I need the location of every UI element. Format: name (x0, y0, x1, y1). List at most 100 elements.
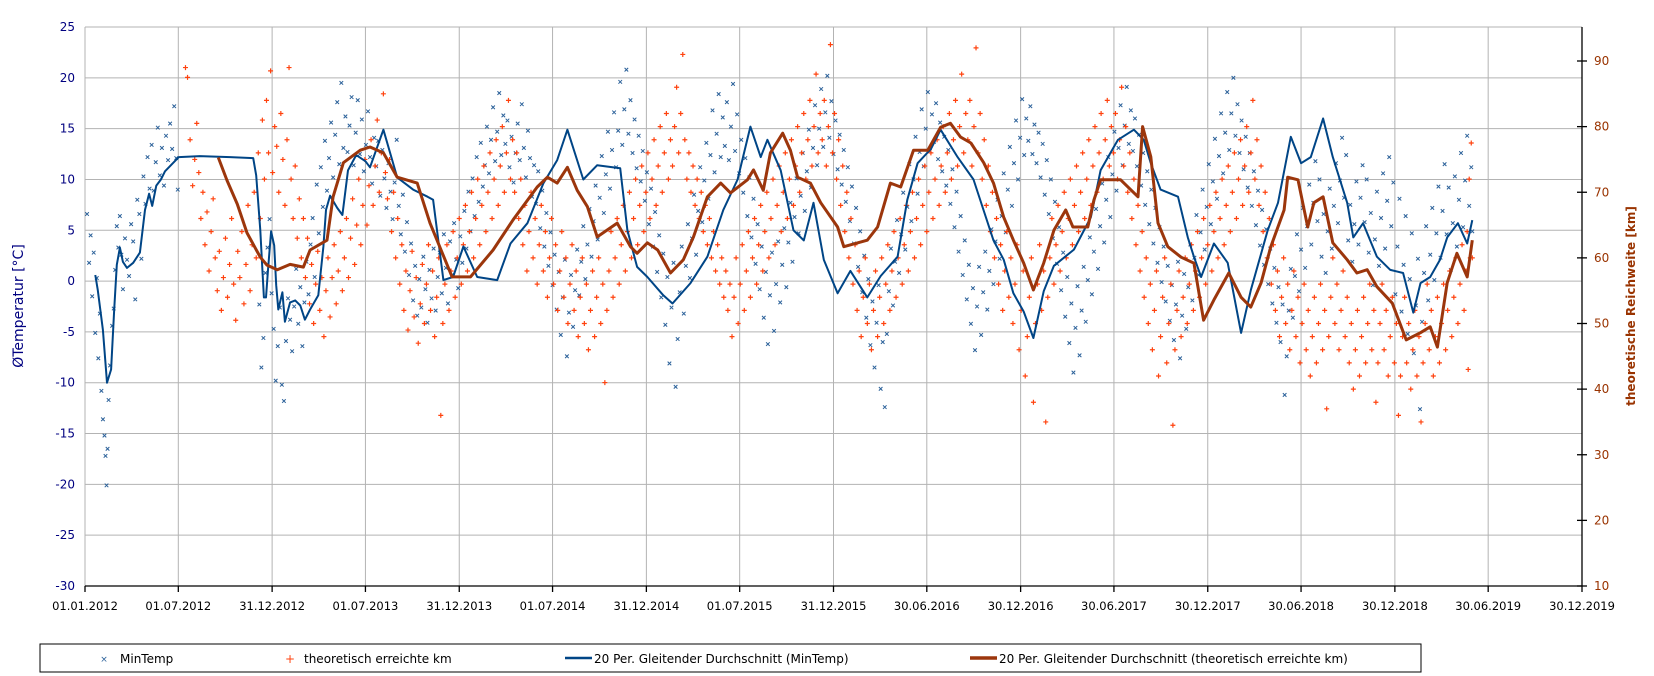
data-point-mintemp (1354, 179, 1359, 184)
data-point-mintemp (726, 157, 732, 163)
data-point-mintemp (1020, 97, 1025, 102)
data-point-mintemp (665, 274, 670, 280)
data-point-mintemp (1184, 326, 1189, 332)
data-point-mintemp (712, 170, 717, 175)
data-point-mintemp (858, 229, 863, 234)
data-point-km (682, 137, 688, 143)
data-point-mintemp (628, 98, 633, 103)
data-point-mintemp (572, 288, 578, 293)
data-point-mintemp (433, 308, 438, 313)
data-point-km (786, 176, 792, 182)
data-point-mintemp (128, 222, 134, 227)
data-point-mintemp (406, 272, 412, 278)
data-point-mintemp (296, 321, 301, 326)
data-point-mintemp (1227, 147, 1232, 153)
data-point-km (774, 202, 780, 208)
data-point-mintemp (1360, 163, 1365, 168)
data-point-km (1158, 334, 1164, 340)
data-point-mintemp (1387, 154, 1392, 160)
data-point-mintemp (659, 295, 664, 300)
data-point-km (1162, 255, 1168, 261)
data-point-km (229, 216, 235, 221)
data-point-km (829, 150, 835, 156)
data-point-mintemp (124, 257, 130, 262)
data-point-mintemp (347, 123, 352, 128)
data-point-mintemp (308, 242, 313, 247)
data-point-km (653, 202, 659, 208)
data-point-km (391, 189, 397, 195)
data-point-mintemp (568, 272, 574, 278)
data-point-mintemp (687, 275, 693, 281)
data-point-mintemp (495, 129, 500, 134)
data-point-km (897, 216, 903, 221)
data-point-km (405, 327, 411, 333)
data-point-km (805, 137, 811, 143)
data-point-km (1137, 268, 1143, 274)
data-point-mintemp (300, 343, 305, 349)
data-point-mintemp (120, 287, 126, 292)
data-point-mintemp (267, 216, 272, 222)
data-point-km (352, 261, 358, 267)
data-point-km (643, 189, 649, 195)
data-point-mintemp (1145, 169, 1150, 174)
data-point-km (200, 189, 206, 195)
data-point-mintemp (1278, 339, 1283, 345)
data-point-km (192, 156, 198, 162)
data-point-mintemp (145, 154, 150, 160)
data-point-mintemp (882, 404, 887, 410)
data-point-km (1244, 124, 1250, 130)
data-point-km (641, 229, 647, 235)
data-point-km (1053, 242, 1059, 248)
data-point-km (1455, 321, 1461, 326)
data-point-mintemp (1417, 406, 1423, 412)
data-point-mintemp (1290, 315, 1296, 320)
data-point-mintemp (135, 197, 140, 202)
data-point-mintemp (314, 182, 319, 187)
data-point-mintemp (257, 302, 262, 307)
data-point-km (587, 307, 593, 313)
data-point-mintemp (1440, 208, 1445, 214)
data-point-km (758, 202, 764, 208)
data-point-mintemp (581, 224, 586, 229)
data-point-km (1430, 373, 1436, 379)
data-point-km (994, 216, 1000, 221)
data-point-mintemp (728, 124, 734, 129)
data-point-mintemp (657, 233, 662, 238)
data-point-km (737, 281, 743, 287)
data-point-km (788, 137, 794, 143)
data-point-mintemp (570, 324, 576, 329)
data-point-km (1354, 307, 1360, 313)
data-point-km (372, 163, 378, 169)
data-point-km (708, 255, 714, 261)
data-point-mintemp (1294, 232, 1300, 237)
data-point-mintemp (841, 147, 846, 153)
data-point-km (356, 176, 362, 182)
data-point-km (1291, 268, 1297, 274)
data-point-mintemp (499, 152, 504, 158)
data-point-mintemp (940, 169, 945, 174)
data-point-mintemp (691, 192, 697, 197)
data-point-mintemp (349, 94, 354, 100)
data-point-km (1246, 189, 1252, 195)
data-point-km (1465, 366, 1471, 372)
data-point-mintemp (279, 382, 285, 387)
data-point-km (633, 176, 639, 182)
data-point-km (540, 268, 546, 274)
data-point-km (1190, 307, 1196, 313)
data-point-km (1326, 334, 1332, 340)
legend-item-mintemp: × MinTemp (100, 652, 173, 666)
data-point-km (307, 301, 313, 307)
data-point-km (893, 294, 899, 300)
data-point-km (1215, 255, 1221, 261)
data-point-mintemp (1401, 262, 1406, 267)
data-point-mintemp (470, 176, 475, 181)
data-point-mintemp (84, 211, 90, 217)
data-point-km (315, 248, 321, 254)
data-point-km (1381, 347, 1387, 353)
data-point-mintemp (1038, 175, 1043, 180)
data-point-mintemp (324, 188, 330, 193)
y-tick-label-left: -15 (55, 427, 75, 441)
data-point-km (922, 163, 928, 169)
data-point-km (1436, 360, 1442, 366)
